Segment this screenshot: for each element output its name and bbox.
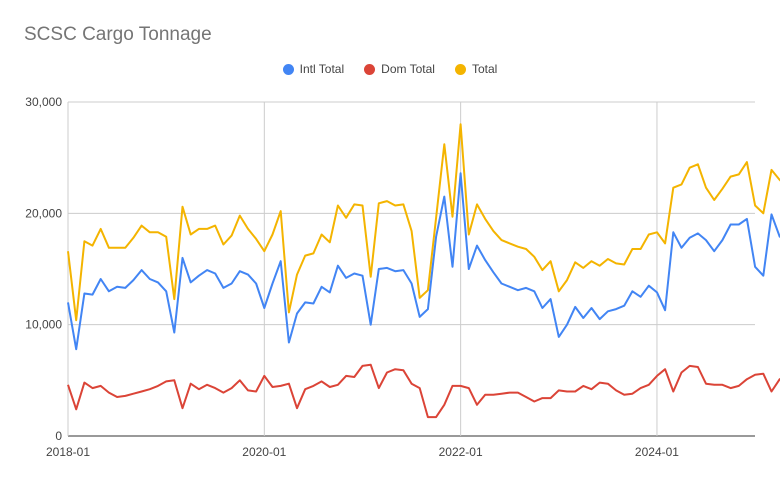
legend-swatch-intl-total <box>282 63 294 75</box>
legend-label-total: Total <box>471 62 498 76</box>
series-line-total <box>67 123 780 322</box>
y-tick-label: 0 <box>55 429 62 443</box>
legend-swatch-dom-total <box>364 63 376 75</box>
y-tick-label: 20,000 <box>25 206 62 220</box>
legend-item-total[interactable]: Total <box>454 62 498 76</box>
legend: Intl Total Dom Total Total <box>0 62 780 76</box>
legend-label-intl-total: Intl Total <box>299 62 345 76</box>
legend-item-dom-total[interactable]: Dom Total <box>364 62 435 76</box>
x-tick-label: 2018-01 <box>46 445 90 459</box>
y-tick-label: 10,000 <box>25 318 62 332</box>
series-line-intl-total <box>67 172 780 351</box>
x-tick-label: 2024-01 <box>635 445 679 459</box>
x-tick-label: 2022-01 <box>439 445 483 459</box>
x-tick-label: 2020-01 <box>242 445 286 459</box>
legend-swatch-total <box>454 63 466 75</box>
legend-item-intl-total[interactable]: Intl Total <box>282 62 345 76</box>
legend-label-dom-total: Dom Total <box>381 62 435 76</box>
series-line-dom-total <box>67 363 780 419</box>
y-tick-label: 30,000 <box>25 95 62 109</box>
chart-title: SCSC Cargo Tonnage <box>24 24 212 45</box>
